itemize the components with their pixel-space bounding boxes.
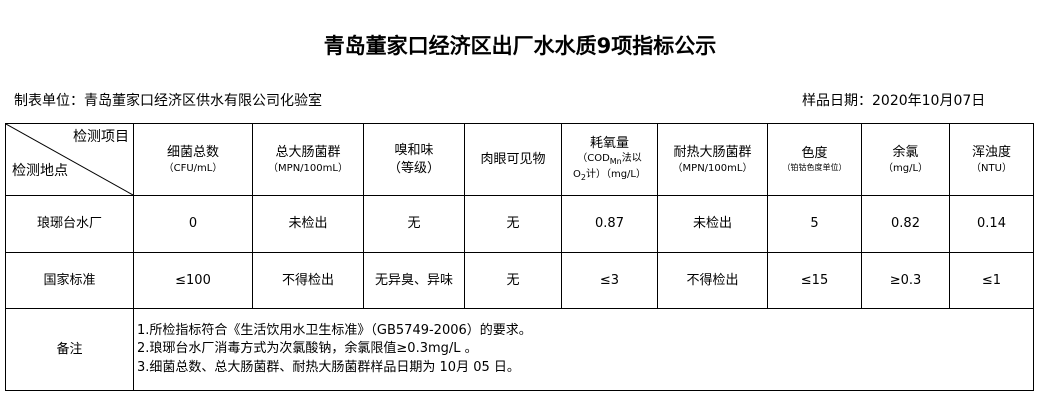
header-cod: 耗氧量 （CODMn法以 O2计）（mg/L） xyxy=(561,123,658,196)
cell: 无 xyxy=(464,252,562,309)
header-row: 检测项目 检测地点 细菌总数 （CFU/mL） 总大肠菌群 （MPN/100mL） … xyxy=(5,123,1034,196)
cell: ≤15 xyxy=(767,252,862,309)
remark-line: 3.细菌总数、总大肠菌群、耐热大肠菌群样品日期为 10月 05 日。 xyxy=(137,359,520,375)
corner-item-label: 检测项目 xyxy=(73,129,129,145)
cell: ≤3 xyxy=(561,252,658,309)
remarks-row: 备注 1.所检指标符合《生活饮用水卫生标准》（GB5749-2006）的要求。 … xyxy=(5,308,1034,391)
header-unit: （mg/L） xyxy=(882,162,929,174)
header-name: 浑浊度 xyxy=(971,144,1011,160)
remarks-label: 备注 xyxy=(5,308,134,391)
page-title: 青岛董家口经济区出厂水水质9项指标公示 xyxy=(323,34,717,58)
table-row: 琅琊台水厂 0 未检出 无 无 0.87 未检出 5 0.82 0.14 xyxy=(5,195,1034,253)
cell: 5 xyxy=(767,195,862,253)
header-name: 细菌总数 xyxy=(166,144,219,160)
header-unit: （CODMn法以 xyxy=(577,153,642,167)
header-name: 肉眼可见物 xyxy=(480,151,546,167)
cell: 0 xyxy=(133,195,253,253)
remark-line: 2.琅琊台水厂消毒方式为次氯酸钠，余氯限值≥0.3mg/L 。 xyxy=(137,341,478,357)
header-chlorine: 余氯 （mg/L） xyxy=(861,123,950,196)
header-unit: （铂钴色度单位） xyxy=(782,162,847,172)
issuing-unit: 制表单位：青岛董家口经济区供水有限公司化验室 xyxy=(14,93,322,109)
cell: ≤1 xyxy=(949,252,1034,309)
water-quality-table: 检测项目 检测地点 细菌总数 （CFU/mL） 总大肠菌群 （MPN/100mL） … xyxy=(5,123,1034,391)
cell: ≤100 xyxy=(133,252,253,309)
header-odor: 嗅和味 （等级） xyxy=(363,123,465,196)
cell: 不得检出 xyxy=(657,252,768,309)
cell: 0.82 xyxy=(861,195,950,253)
cell: 0.14 xyxy=(949,195,1034,253)
cell: 不得检出 xyxy=(252,252,364,309)
header-name: 余氯 xyxy=(892,144,919,160)
header-bacteria: 细菌总数 （CFU/mL） xyxy=(133,123,253,196)
header-name: 耐热大肠菌群 xyxy=(673,144,752,160)
corner-site-label: 检测地点 xyxy=(12,163,68,180)
header-visible: 肉眼可见物 xyxy=(464,123,562,196)
header-unit-2: O2计）（mg/L） xyxy=(573,169,646,183)
header-name: 总大肠菌群 xyxy=(275,144,341,160)
corner-cell: 检测项目 检测地点 xyxy=(5,123,134,196)
header-unit: （NTU） xyxy=(971,162,1012,174)
row-site: 琅琊台水厂 xyxy=(5,195,134,253)
header-coliform: 总大肠菌群 （MPN/100mL） xyxy=(252,123,364,196)
header-name: 嗅和味 xyxy=(394,142,434,158)
cell: 无 xyxy=(363,195,465,253)
cell: 0.87 xyxy=(561,195,658,253)
cell: 未检出 xyxy=(252,195,364,253)
cell: 未检出 xyxy=(657,195,768,253)
header-turbidity: 浑浊度 （NTU） xyxy=(949,123,1034,196)
remark-line: 1.所检指标符合《生活饮用水卫生标准》（GB5749-2006）的要求。 xyxy=(137,323,532,339)
header-name: 耗氧量 xyxy=(589,135,629,151)
header-color: 色度 （铂钴色度单位） xyxy=(767,123,862,196)
cell: 无异臭、异味 xyxy=(363,252,465,309)
cell: ≥0.3 xyxy=(861,252,950,309)
sample-date: 样品日期：2020年10月07日 xyxy=(802,93,986,109)
cell: 无 xyxy=(464,195,562,253)
row-site: 国家标准 xyxy=(5,252,134,309)
table-row: 国家标准 ≤100 不得检出 无异臭、异味 无 ≤3 不得检出 ≤15 ≥0.3… xyxy=(5,252,1034,309)
header-name: 色度 xyxy=(801,146,828,162)
remarks-content: 1.所检指标符合《生活饮用水卫生标准》（GB5749-2006）的要求。 2.琅… xyxy=(133,308,1034,391)
header-unit: （CFU/mL） xyxy=(163,162,223,174)
header-unit: （MPN/100mL） xyxy=(268,162,348,174)
header-unit: （等级） xyxy=(387,160,440,176)
header-thermo-coliform: 耐热大肠菌群 （MPN/100mL） xyxy=(657,123,768,196)
header-unit: （MPN/100mL） xyxy=(672,162,753,174)
